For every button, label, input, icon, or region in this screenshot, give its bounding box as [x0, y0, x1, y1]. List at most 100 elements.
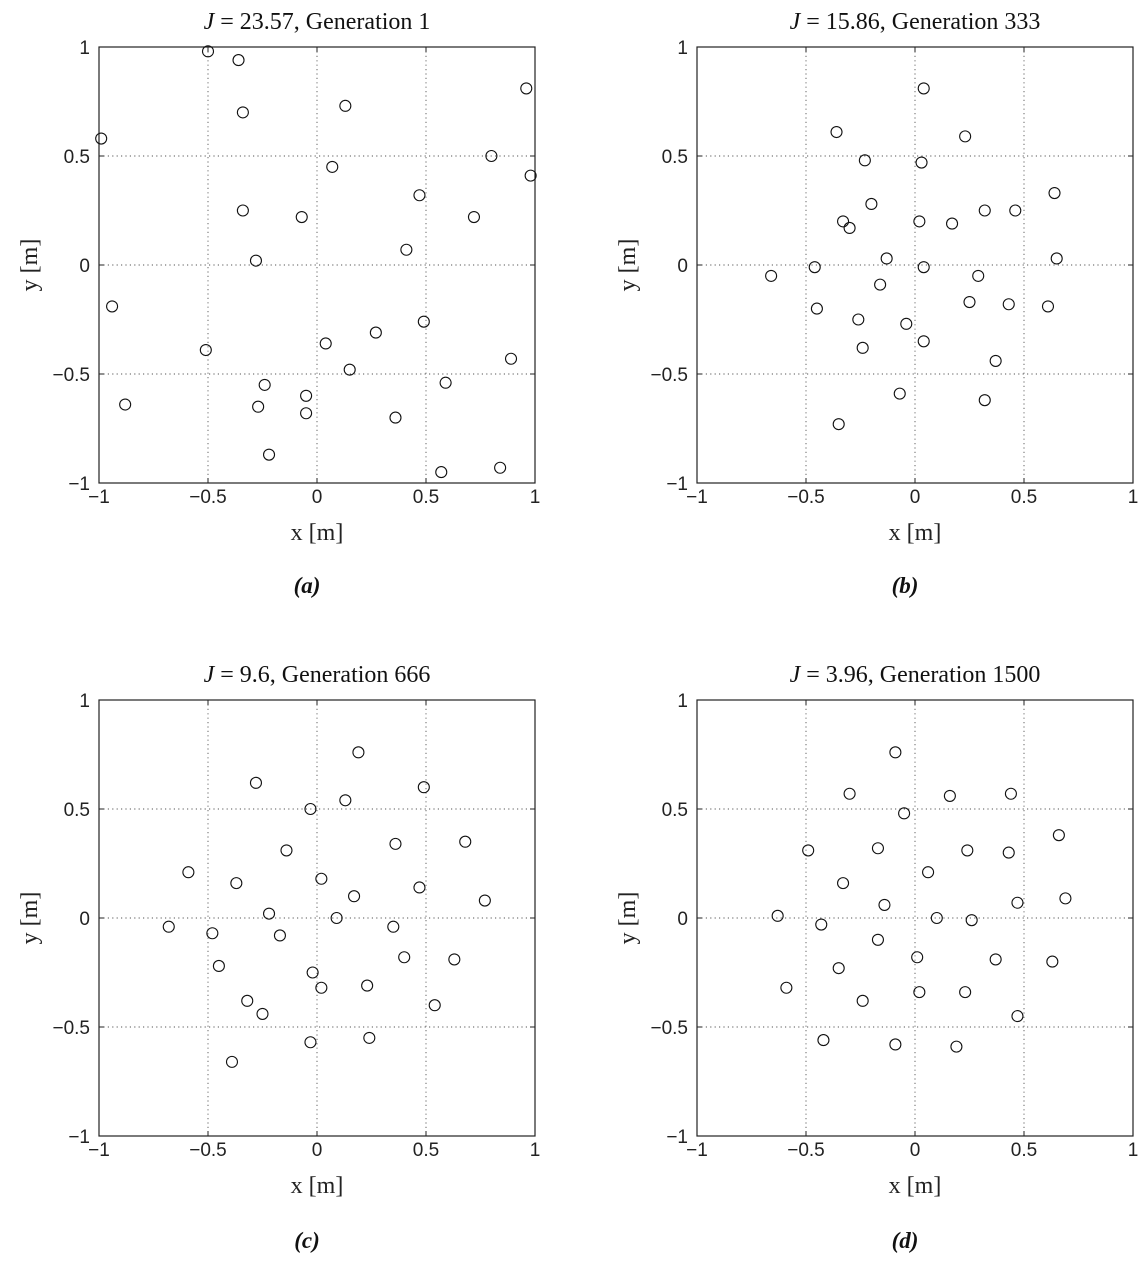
data-point [448, 953, 461, 966]
x-tick-label: 1 [530, 1140, 541, 1161]
data-point [893, 387, 906, 400]
data-point [900, 317, 913, 330]
data-point [817, 1034, 830, 1047]
data-point [280, 844, 293, 857]
plot-area [99, 47, 535, 483]
data-point [369, 326, 382, 339]
chart-title-text: = 23.57, Generation 1 [214, 9, 430, 35]
data-point [965, 914, 978, 927]
data-point [417, 315, 430, 328]
data-point [989, 953, 1002, 966]
data-point [361, 979, 374, 992]
chart-title-text: = 9.6, Generation 666 [214, 662, 430, 688]
data-point [315, 981, 328, 994]
data-point [106, 300, 119, 313]
data-point [330, 911, 343, 925]
x-axis-label: x [m] [291, 1173, 344, 1199]
y-tick-label: −1 [68, 1127, 90, 1148]
x-tick-label: −0.5 [189, 487, 227, 508]
data-point [810, 302, 823, 315]
y-axis-label: y [m] [17, 892, 43, 945]
data-point [212, 959, 225, 973]
data-point [319, 337, 332, 350]
data-point [765, 269, 778, 282]
data-point [249, 776, 263, 789]
x-tick-label: 0.5 [1011, 487, 1037, 508]
data-point [236, 204, 249, 217]
data-point [400, 243, 413, 256]
data-point [950, 1040, 963, 1053]
chart-panel-c: −1 −0.5 0 0.5 1 −1 −0.5 0 0.5 1 x [m] y [m] J = 9.6,… [17, 662, 540, 1253]
data-point [943, 789, 956, 802]
data-point [1002, 846, 1015, 859]
data-point [225, 1055, 239, 1068]
data-point [1048, 187, 1061, 200]
chart-title-variable: J [790, 662, 802, 688]
data-point [304, 1036, 317, 1049]
y-tick-label: 0 [677, 909, 688, 930]
data-point [256, 1007, 269, 1020]
data-point [230, 877, 243, 890]
data-point [304, 802, 317, 816]
data-point [258, 378, 271, 391]
data-point [1011, 1010, 1024, 1023]
chart-title-text: = 15.86, Generation 333 [800, 9, 1040, 35]
y-tick-label: −1 [666, 474, 688, 495]
data-point [898, 807, 911, 820]
data-point [252, 400, 265, 413]
data-point [95, 132, 108, 145]
data-point [387, 920, 400, 933]
chart-title-variable: J [204, 662, 216, 688]
y-tick-label: −0.5 [52, 365, 90, 386]
data-point [843, 221, 856, 234]
data-point [428, 999, 441, 1012]
data-point [435, 466, 448, 479]
panel-label: (a) [294, 573, 321, 598]
data-point [417, 781, 430, 794]
data-point [119, 398, 132, 411]
chart-title: J = 23.57, Generation 1 [204, 9, 431, 35]
data-point [413, 881, 426, 894]
x-tick-label: 0.5 [413, 1140, 439, 1161]
chart-title-text: = 3.96, Generation 1500 [800, 662, 1040, 688]
data-point [889, 1038, 902, 1051]
data-point [978, 394, 991, 407]
data-point [478, 894, 491, 907]
x-tick-label: 0.5 [1011, 1140, 1037, 1161]
data-point [352, 746, 365, 759]
data-point [889, 746, 902, 759]
data-point [771, 909, 784, 922]
data-point [520, 82, 533, 95]
data-point [961, 844, 974, 857]
data-point [830, 125, 843, 139]
data-point [315, 872, 328, 885]
data-point [262, 907, 276, 920]
data-point [363, 1031, 376, 1044]
data-point [389, 411, 402, 424]
data-point [182, 866, 195, 879]
chart-title: J = 3.96, Generation 1500 [790, 662, 1041, 688]
data-point [913, 215, 926, 228]
data-point [1009, 204, 1022, 217]
data-point [1004, 787, 1017, 800]
data-point [1041, 300, 1055, 313]
panel-label: (b) [892, 573, 919, 598]
data-point [978, 204, 991, 217]
y-axis-label: y [m] [615, 892, 641, 945]
data-point [815, 918, 828, 931]
data-point [1002, 298, 1015, 311]
y-tick-label: −1 [68, 474, 90, 495]
data-point [306, 966, 319, 979]
data-point [832, 962, 845, 975]
y-tick-label: 0.5 [64, 147, 90, 168]
y-tick-label: 0.5 [64, 800, 90, 821]
data-point [1059, 892, 1072, 905]
chart-title-variable: J [204, 9, 216, 35]
data-point [917, 261, 930, 274]
data-point [343, 363, 356, 376]
panel-label: (d) [892, 1228, 919, 1253]
data-point [922, 866, 935, 879]
axes-frame [696, 699, 1134, 1137]
data-point [858, 154, 871, 167]
